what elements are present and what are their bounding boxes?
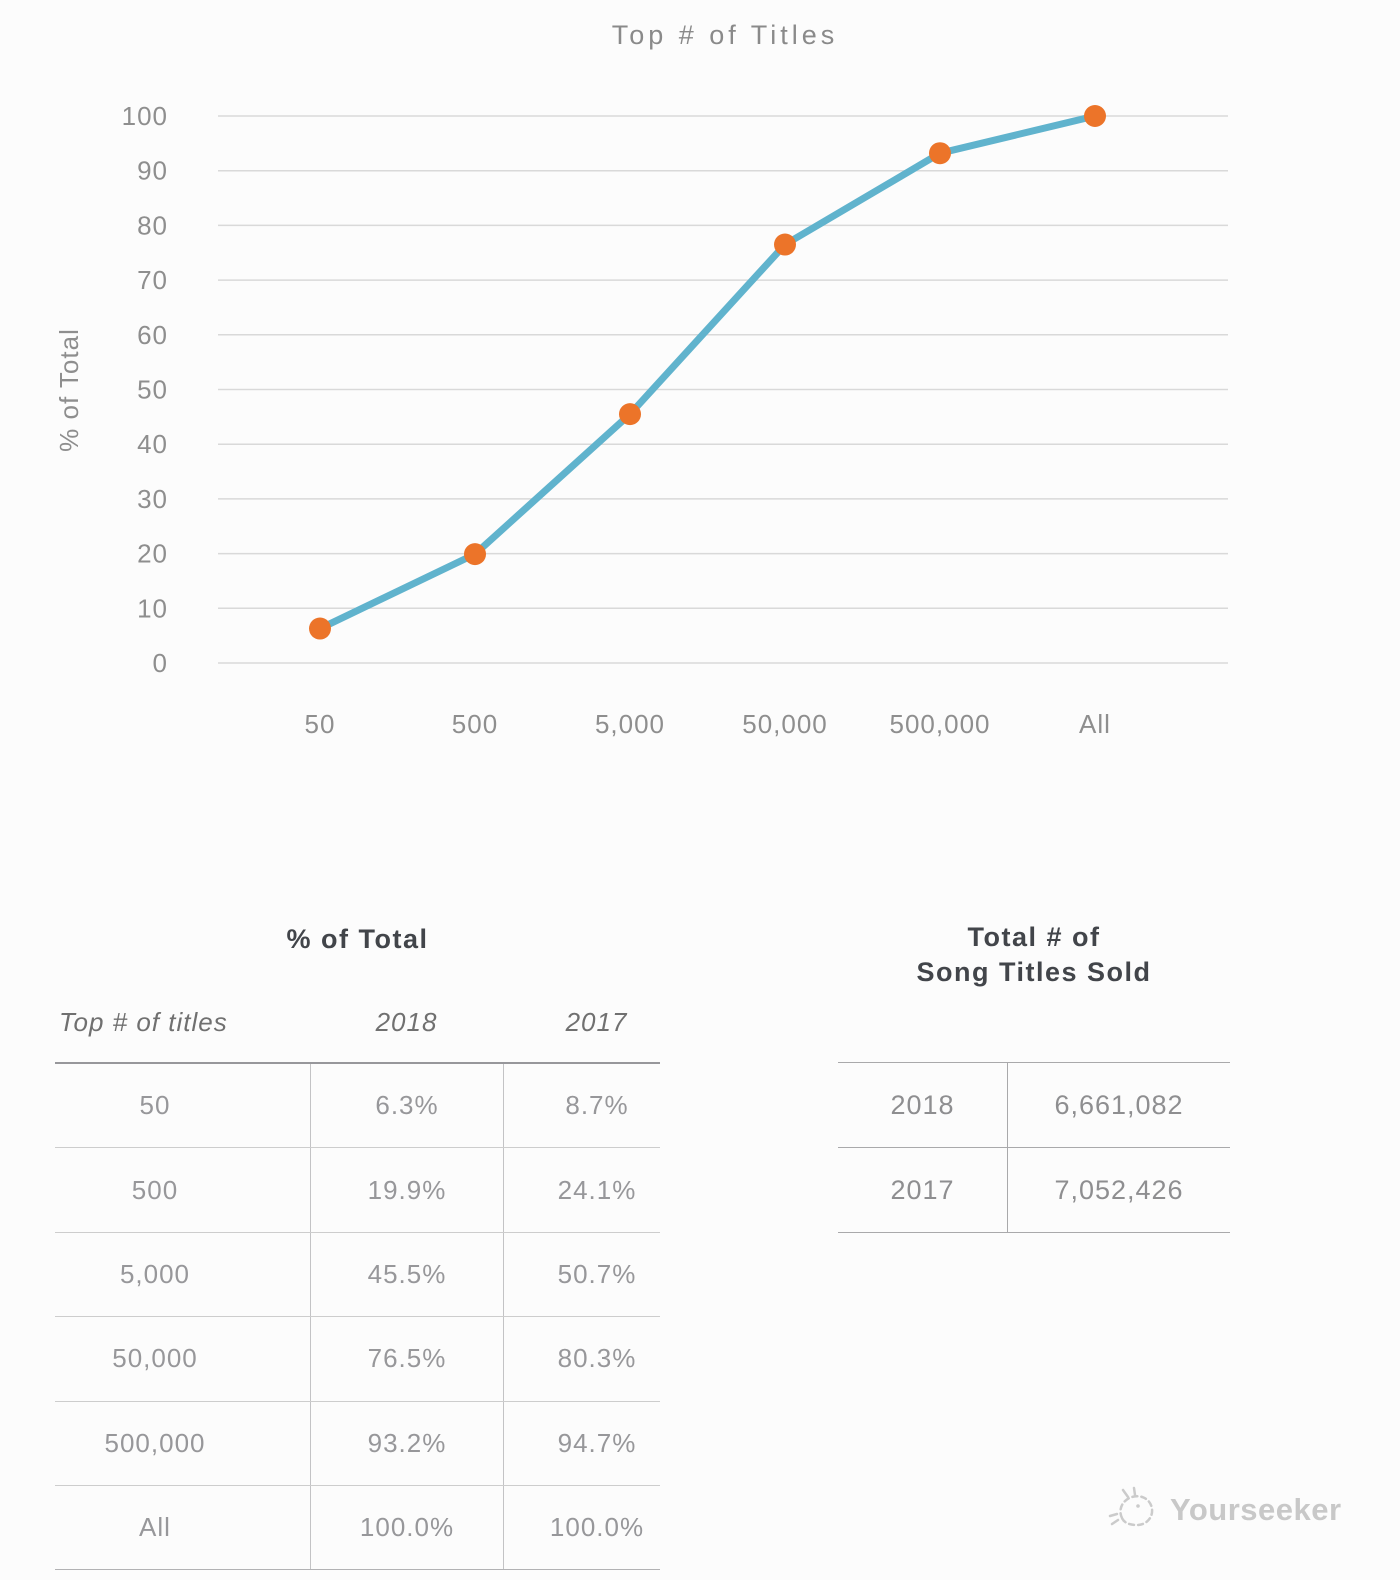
x-tick-label: 5,000 [595, 709, 665, 739]
totals-table-title: Total # of Song Titles Sold [838, 920, 1230, 990]
y-tick-label: 60 [137, 320, 168, 350]
data-point-marker [774, 233, 796, 256]
x-tick-label: 500,000 [890, 709, 991, 739]
totals-table-title-line1: Total # of [967, 922, 1101, 952]
trend-line [316, 112, 1099, 633]
table-cell-2018: 76.5% [310, 1317, 503, 1401]
table-cell-2017: 8.7% [503, 1064, 660, 1148]
data-point-marker [929, 142, 951, 165]
table-cell-total: 6,661,082 [1007, 1063, 1230, 1147]
table-cell-2017: 24.1% [503, 1148, 660, 1232]
y-tick-label: 90 [137, 156, 168, 186]
data-point-marker [1084, 105, 1106, 127]
table-cell-label: 50,000 [112, 1343, 198, 1374]
x-tick-label: 50,000 [742, 709, 828, 739]
table-row: 50 6.3% 8.7% [55, 1064, 660, 1148]
percent-table-header-titles: Top # of titles [59, 1006, 228, 1037]
percent-table-header-2018: 2018 [375, 1006, 438, 1037]
y-tick-label: 70 [137, 265, 168, 295]
table-cell-year: 2018 [890, 1089, 955, 1120]
y-tick-label: 10 [137, 593, 168, 623]
brand-name: Yourseeker [1170, 1492, 1342, 1527]
x-tick-label: 50 [305, 709, 336, 739]
table-cell-label: 500 [131, 1174, 179, 1205]
table-cell-label: All [139, 1512, 171, 1543]
totals-table-title-line2: Song Titles Sold [916, 957, 1152, 987]
y-tick-label: 50 [137, 375, 168, 405]
y-tick-label: 30 [137, 484, 168, 514]
data-point-marker [464, 543, 486, 566]
brand-watermark: Yourseeker [1108, 1482, 1342, 1538]
table-row: All 100.0% 100.0% [55, 1484, 660, 1570]
table-row: 5,000 45.5% 50.7% [55, 1231, 660, 1317]
table-cell-2017: 100.0% [503, 1485, 660, 1570]
table-cell-2017: 94.7% [503, 1401, 660, 1485]
y-axis-title: % of Total [54, 328, 84, 452]
table-cell-label: 50 [139, 1090, 171, 1121]
percent-table: 50 6.3% 8.7% 500 19.9% 24.1% 5,000 45.5%… [55, 1062, 660, 1571]
percent-table-title: % of Total [286, 924, 429, 954]
y-tick-label: 100 [122, 101, 168, 131]
table-cell-label: 500,000 [104, 1427, 206, 1458]
totals-table: 2018 6,661,082 2017 7,052,426 [838, 1062, 1230, 1233]
table-cell-total: 7,052,426 [1007, 1148, 1230, 1232]
percent-table-header-2017: 2017 [565, 1006, 628, 1037]
table-row: 500 19.9% 24.1% [55, 1147, 660, 1232]
table-cell-2017: 50.7% [503, 1232, 660, 1317]
y-tick-label: 20 [137, 539, 168, 569]
y-tick-label: 80 [137, 210, 168, 240]
chart-title: Top # of Titles [611, 20, 839, 50]
table-row: 500,000 93.2% 94.7% [55, 1400, 660, 1485]
table-cell-year: 2017 [890, 1174, 955, 1205]
table-cell-2018: 19.9% [310, 1148, 503, 1232]
table-cell-2018: 100.0% [310, 1485, 503, 1570]
table-row: 2017 7,052,426 [838, 1147, 1230, 1232]
data-point-marker [309, 617, 331, 640]
table-row: 2018 6,661,082 [838, 1063, 1230, 1147]
y-tick-label: 0 [153, 648, 168, 678]
table-cell-2018: 45.5% [310, 1232, 503, 1317]
percent-table-header-row: Top # of titles 2018 2017 [55, 998, 660, 1046]
yourseeker-doodle-icon [1108, 1486, 1154, 1527]
table-cell-2018: 93.2% [310, 1401, 503, 1485]
data-point-marker [619, 403, 641, 426]
x-tick-label: 500 [452, 709, 498, 739]
table-row: 50,000 76.5% 80.3% [55, 1316, 660, 1401]
table-cell-label: 5,000 [119, 1258, 191, 1289]
y-tick-label: 40 [137, 429, 168, 459]
table-cell-2018: 6.3% [310, 1064, 503, 1148]
x-tick-label: All [1079, 709, 1111, 739]
line-chart: 0 10 20 30 40 50 60 70 80 90 100 % of Total 50 500 5,0… [54, 101, 1228, 739]
table-cell-2017: 80.3% [503, 1317, 660, 1401]
